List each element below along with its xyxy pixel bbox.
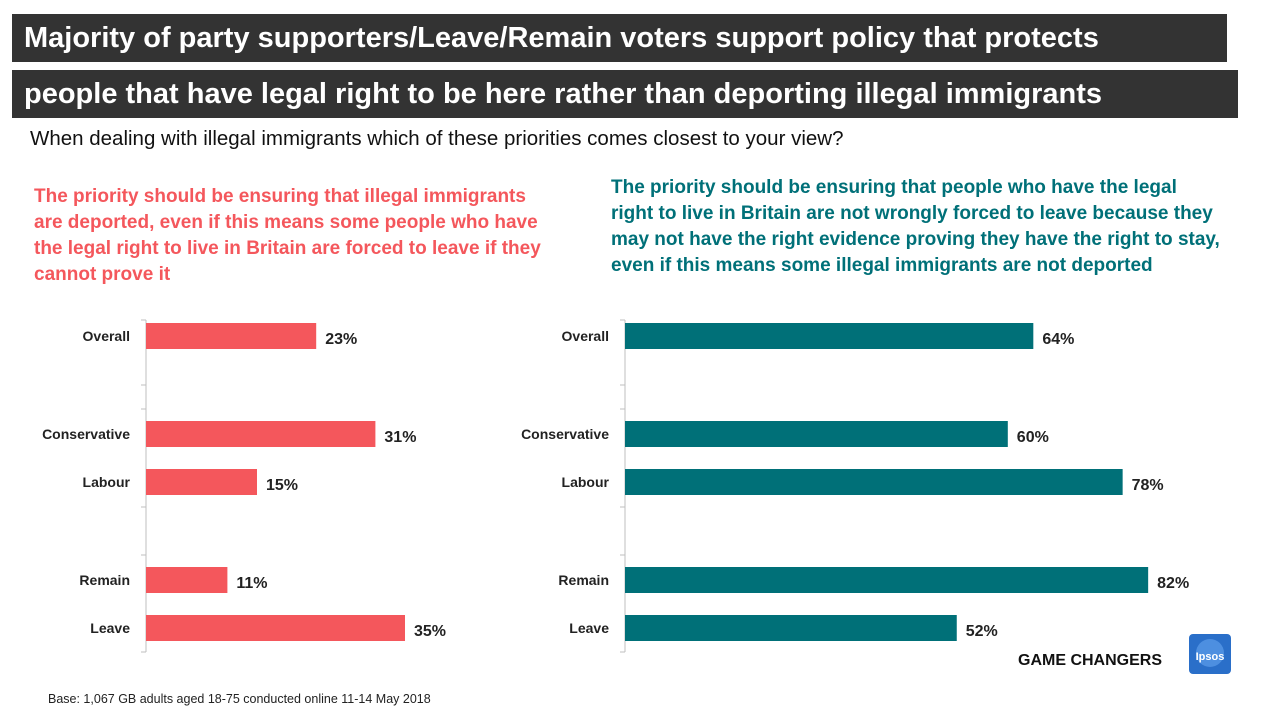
left-value-label-overall: 23% [325, 331, 357, 348]
ipsos-logo-icon: Ipsos [1189, 634, 1231, 674]
title-line-2: people that have legal right to be here … [12, 70, 1238, 118]
right-bar-labour [625, 469, 1123, 495]
left-category-label-remain: Remain [79, 572, 130, 588]
logo-text: Ipsos [1196, 651, 1225, 663]
right-value-label-conservative: 60% [1017, 429, 1049, 446]
right-category-label-leave: Leave [569, 620, 609, 636]
survey-question: When dealing with illegal immigrants whi… [30, 127, 844, 150]
left-bar-labour [146, 469, 257, 495]
right-value-label-overall: 64% [1042, 331, 1074, 348]
left-category-label-leave: Leave [90, 620, 130, 636]
left-bar-remain [146, 567, 228, 593]
right-value-label-leave: 52% [966, 623, 998, 640]
left-value-label-labour: 15% [266, 477, 298, 494]
right-value-label-labour: 78% [1132, 477, 1164, 494]
right-category-label-overall: Overall [562, 328, 609, 344]
left-bar-conservative [146, 421, 376, 447]
right-chart-heading: The priority should be ensuring that peo… [611, 177, 1220, 276]
left-chart-heading: The priority should be ensuring that ill… [34, 186, 541, 285]
right-category-label-remain: Remain [558, 572, 609, 588]
left-category-label-conservative: Conservative [42, 426, 130, 442]
right-category-label-conservative: Conservative [521, 426, 609, 442]
left-bar-leave [146, 615, 405, 641]
right-bar-leave [625, 615, 957, 641]
title-line-1: Majority of party supporters/Leave/Remai… [12, 14, 1227, 62]
right-category-label-labour: Labour [562, 474, 610, 490]
right-bar-remain [625, 567, 1149, 593]
right-bar-conservative [625, 421, 1008, 447]
right-bar-overall [625, 323, 1034, 349]
base-footnote: Base: 1,067 GB adults aged 18-75 conduct… [48, 692, 431, 706]
left-category-label-overall: Overall [83, 328, 130, 344]
left-value-label-conservative: 31% [384, 429, 416, 446]
game-changers-tagline: GAME CHANGERS [1018, 652, 1163, 669]
left-category-label-labour: Labour [83, 474, 131, 490]
left-bar-overall [146, 323, 317, 349]
right-value-label-remain: 82% [1157, 575, 1189, 592]
left-value-label-remain: 11% [236, 575, 267, 592]
left-value-label-leave: 35% [414, 623, 446, 640]
